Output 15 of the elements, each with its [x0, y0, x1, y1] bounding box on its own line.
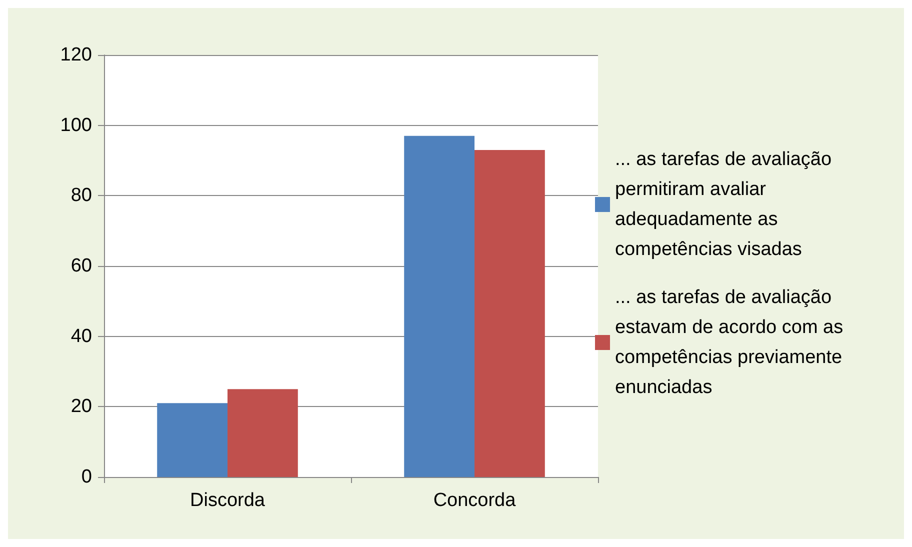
bar [228, 389, 298, 477]
y-tick-label: 120 [60, 44, 92, 66]
legend-label: ... as tarefas de avaliação permitiram avaliar adequadamente as competências visadas [615, 149, 837, 260]
x-tick-label: Concorda [433, 490, 516, 511]
bar [474, 150, 545, 477]
y-tick-label: 0 [81, 466, 92, 488]
y-tick-label: 40 [70, 326, 92, 347]
bar [157, 403, 228, 477]
y-tick-label: 100 [60, 114, 92, 136]
y-tick-label: 20 [70, 396, 92, 418]
legend-label: ... as tarefas de avaliação estavam de acordo com as competências previamente enunciadas [615, 287, 848, 398]
y-tick-label: 80 [70, 185, 92, 206]
y-tick-label: 60 [70, 256, 92, 276]
x-tick-label: Discorda [190, 490, 266, 511]
bar [404, 136, 474, 477]
